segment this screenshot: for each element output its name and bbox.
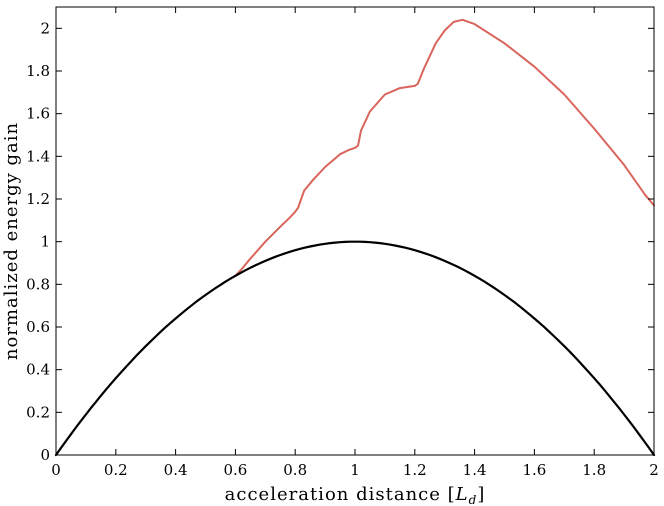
x-axis-label-text: acceleration distance [225,484,441,505]
plot-area [54,18,656,457]
y-tick-label: 2 [40,19,50,37]
x-tick-label: 2 [649,461,659,479]
y-tick-label: 0.6 [26,318,50,336]
ticks: 0 0.2 0.4 0.6 0.8 1 1.2 1.4 1.6 1.8 2 0 0.2 0.4 0.6 0.8… [26,7,659,479]
x-tick-label: 1 [350,461,360,479]
x-tick-label: 0.6 [223,461,247,479]
y-tick-label: 1.6 [26,105,50,123]
y-tick-label: 1 [40,233,50,251]
x-axis-label: acceleration distance [Ld] [225,484,486,506]
x-tick-label: 0.4 [164,461,188,479]
x-tick-label: 1.8 [582,461,606,479]
y-tick-label: 0.4 [26,361,50,379]
x-tick-label: 1.6 [522,461,546,479]
y-tick-label: 1.4 [26,147,50,165]
x-tick-label: 0.8 [283,461,307,479]
x-axis-unit-close: ] [477,484,485,505]
y-tick-label: 1.8 [26,62,50,80]
x-axis-unit-sub: d [469,493,478,506]
y-axis-label: normalized energy gain [1,122,22,360]
x-tick-label: 1.4 [463,461,487,479]
x-axis-unit-open: [ [448,484,456,505]
y-tick-label: 0 [40,446,50,464]
x-tick-label: 0 [51,461,61,479]
x-tick-label: 1.2 [403,461,427,479]
series-line-2 [54,240,656,457]
series-line-1 [234,18,655,277]
y-tick-label: 1.2 [26,190,50,208]
plot-frame [55,6,655,456]
y-tick-label: 0.2 [26,403,50,421]
axes [55,6,655,456]
y-tick-label: 0.8 [26,275,50,293]
x-axis-unit-base: L [455,484,469,505]
x-tick-label: 0.2 [104,461,128,479]
